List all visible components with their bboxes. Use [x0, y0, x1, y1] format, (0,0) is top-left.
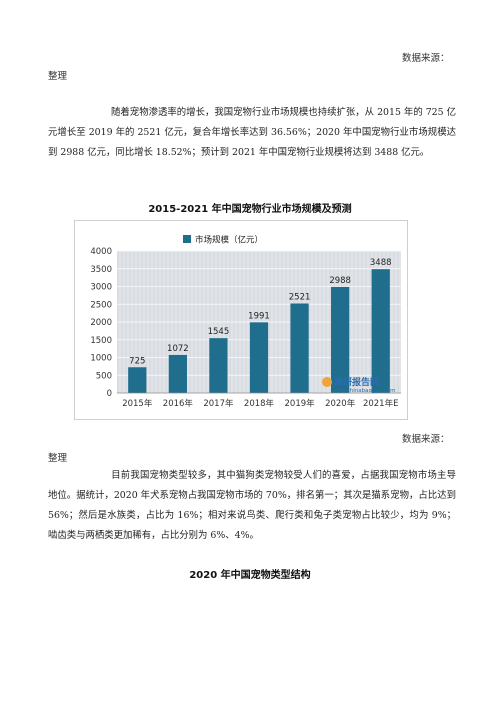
y-tick-label: 4000 [90, 247, 112, 257]
x-tick-label: 2020年 [325, 398, 356, 409]
bar [209, 338, 228, 393]
y-tick-label: 2000 [90, 318, 112, 328]
watermark-url: www.chinabaogao.com [332, 388, 395, 394]
data-label: 1072 [167, 344, 189, 354]
bar [371, 269, 390, 393]
bar [290, 303, 309, 393]
y-tick-label: 3000 [90, 283, 112, 293]
watermark-name: 观研报告网 [334, 376, 379, 388]
bar [331, 286, 350, 393]
chart-frame: 0 500 1000 1500 2000 2500 3000 3500 4000 725 2015年… [74, 220, 408, 420]
data-label: 1991 [248, 311, 270, 321]
data-label: 3488 [370, 258, 392, 268]
legend-box [178, 231, 298, 246]
x-tick-label: 2021年E [363, 398, 399, 409]
legend-label: 市场规模（亿元） [195, 235, 263, 246]
data-label: 725 [129, 356, 145, 366]
source-suffix: 整理 [48, 71, 68, 82]
x-tick-label: 2015年 [122, 398, 153, 409]
source-suffix-2: 整理 [48, 453, 68, 464]
y-tick-label: 0 [107, 389, 112, 399]
x-tick-label: 2018年 [244, 398, 275, 409]
bar [128, 367, 147, 393]
data-label: 2988 [329, 276, 351, 286]
y-tick-label: 500 [96, 371, 112, 381]
y-tick-label: 1500 [90, 336, 112, 346]
x-tick-label: 2017年 [203, 398, 234, 409]
source-label: 数据来源： [402, 53, 450, 64]
source-label-2: 数据来源： [402, 434, 450, 445]
chart-title: 2015-2021 年中国宠物行业市场规模及预测 [148, 204, 352, 215]
paragraph-market-size: 随着宠物渗透率的增长，我国宠物行业市场规模也持续扩张，从 2015 年的 725… [48, 107, 456, 158]
data-label: 2521 [289, 293, 311, 303]
x-tick-label: 2019年 [285, 398, 316, 409]
bar-chart: 0 500 1000 1500 2000 2500 3000 3500 4000 725 2015年… [90, 231, 401, 409]
y-tick-label: 2500 [90, 300, 112, 310]
bar [249, 322, 269, 393]
x-tick-label: 2016年 [163, 398, 194, 409]
data-label: 1545 [208, 327, 230, 337]
legend-swatch [183, 235, 191, 243]
paragraph-pet-types: 目前我国宠物类型较多，其中猫狗类宠物较受人们的喜爱，占据我国宠物市场主导地位。据… [48, 470, 456, 541]
watermark-logo [322, 377, 332, 387]
y-tick-label: 1000 [90, 354, 112, 364]
section-title: 2020 年中国宠物类型结构 [189, 570, 311, 581]
y-tick-label: 3500 [90, 265, 112, 275]
bar [168, 354, 187, 393]
